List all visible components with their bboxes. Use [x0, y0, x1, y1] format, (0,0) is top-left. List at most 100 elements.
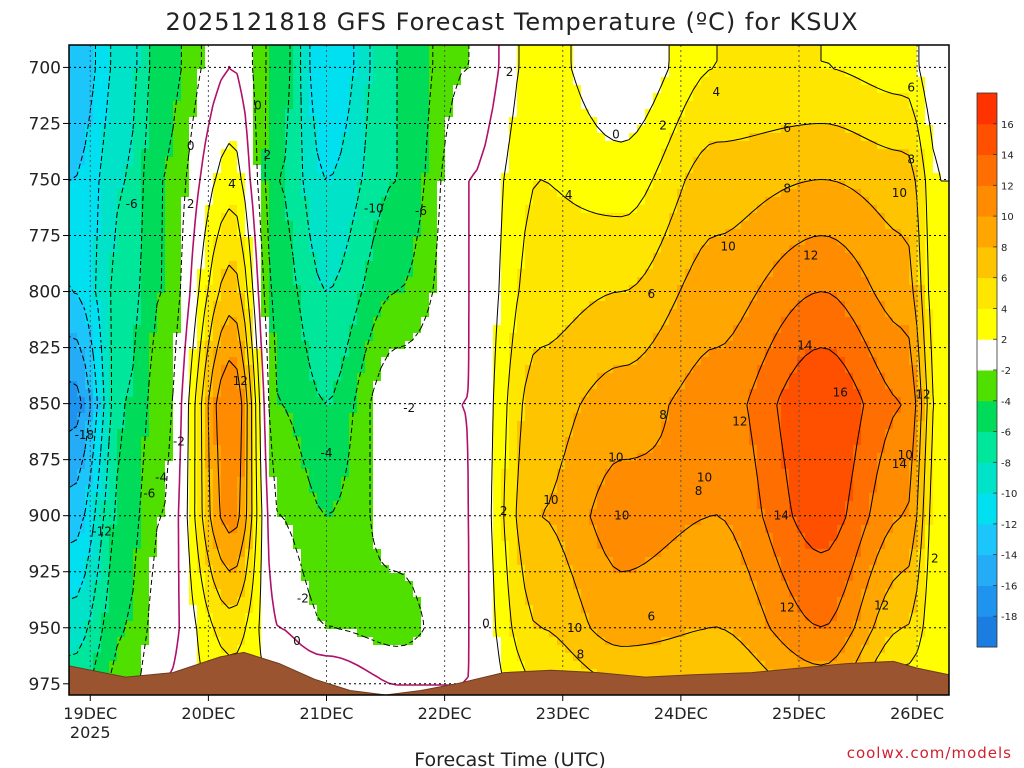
field-cell [229, 309, 238, 318]
field-cell [709, 373, 718, 382]
field-cell [77, 317, 86, 326]
field-cell [773, 173, 782, 182]
field-cell [557, 285, 566, 294]
field-cell [533, 109, 542, 118]
field-cell [909, 45, 918, 54]
field-cell [341, 53, 350, 62]
field-cell [301, 157, 310, 166]
field-cell [917, 253, 926, 262]
field-cell [397, 117, 406, 126]
field-cell [93, 389, 102, 398]
field-cell [101, 165, 110, 174]
field-cell [173, 101, 182, 110]
field-cell [549, 381, 558, 390]
field-cell [813, 197, 822, 206]
field-cell [477, 349, 486, 358]
field-cell [269, 181, 278, 190]
field-cell [437, 381, 446, 390]
field-cell [621, 237, 630, 246]
field-cell [541, 77, 550, 86]
field-cell [405, 69, 414, 78]
field-cell [869, 125, 878, 134]
field-cell [341, 357, 350, 366]
field-cell [917, 349, 926, 358]
field-cell [93, 157, 102, 166]
field-cell [413, 381, 422, 390]
field-cell [229, 213, 238, 222]
field-cell [685, 325, 694, 334]
field-cell [629, 341, 638, 350]
field-cell [317, 149, 326, 158]
field-cell [205, 373, 214, 382]
field-cell [429, 389, 438, 398]
field-cell [917, 165, 926, 174]
field-cell [117, 389, 126, 398]
field-cell [181, 405, 190, 414]
field-cell [821, 149, 830, 158]
field-cell [549, 205, 558, 214]
field-cell [109, 365, 118, 374]
field-cell [165, 325, 174, 334]
field-cell [629, 141, 638, 150]
field-cell [533, 125, 542, 134]
field-cell [237, 61, 246, 70]
field-cell [605, 149, 614, 158]
field-cell [165, 149, 174, 158]
field-cell [597, 53, 606, 62]
field-cell [645, 189, 654, 198]
field-cell [189, 389, 198, 398]
field-cell [429, 61, 438, 70]
field-cell [629, 333, 638, 342]
field-cell [589, 205, 598, 214]
field-cell [677, 253, 686, 262]
field-cell [197, 85, 206, 94]
field-cell [789, 245, 798, 254]
field-cell [93, 61, 102, 70]
field-cell [837, 117, 846, 126]
field-cell [469, 149, 478, 158]
field-cell [149, 301, 158, 310]
field-cell [909, 245, 918, 254]
field-cell [709, 141, 718, 150]
field-cell [189, 45, 198, 54]
field-cell [221, 349, 230, 358]
field-cell [181, 293, 190, 302]
field-cell [765, 61, 774, 70]
field-cell [565, 325, 574, 334]
field-cell [733, 317, 742, 326]
field-cell [613, 45, 622, 54]
field-cell [429, 333, 438, 342]
field-cell [293, 85, 302, 94]
field-cell [341, 205, 350, 214]
field-cell [645, 117, 654, 126]
field-cell [581, 365, 590, 374]
field-cell [765, 133, 774, 142]
field-cell [805, 77, 814, 86]
field-cell [501, 197, 510, 206]
field-cell [805, 53, 814, 62]
field-cell [461, 149, 470, 158]
field-cell [933, 317, 942, 326]
field-cell [797, 69, 806, 78]
field-cell [493, 85, 502, 94]
field-cell [677, 245, 686, 254]
field-cell [181, 301, 190, 310]
field-cell [669, 117, 678, 126]
field-cell [189, 125, 198, 134]
field-cell [485, 181, 494, 190]
field-cell [173, 341, 182, 350]
field-cell [861, 341, 870, 350]
field-cell [405, 141, 414, 150]
field-cell [253, 173, 262, 182]
field-cell [373, 237, 382, 246]
field-cell [477, 325, 486, 334]
field-cell [189, 197, 198, 206]
field-cell [213, 53, 222, 62]
field-cell [325, 301, 334, 310]
field-cell [189, 93, 198, 102]
field-cell [413, 53, 422, 62]
field-cell [589, 93, 598, 102]
field-cell [197, 117, 206, 126]
field-cell [701, 325, 710, 334]
field-cell [565, 133, 574, 142]
